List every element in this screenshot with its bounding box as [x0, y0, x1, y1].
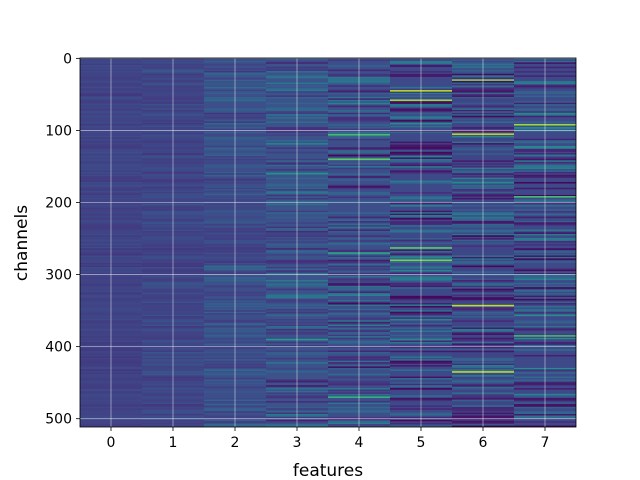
x-tick-label: 6 [479, 435, 488, 451]
y-axis-label: channels [12, 205, 32, 281]
heatmap-plot-area [79, 57, 577, 428]
y-tick-label: 0 [63, 51, 72, 67]
x-tick-label: 7 [541, 435, 550, 451]
x-tick-label: 2 [231, 435, 240, 451]
y-tick-label: 500 [45, 412, 72, 428]
x-tick-label: 3 [293, 435, 302, 451]
y-tick-label: 200 [45, 196, 72, 212]
heatmap-cells [80, 58, 576, 428]
y-tick-label: 300 [45, 268, 72, 284]
x-tick-label: 0 [107, 435, 116, 451]
x-tick-label: 4 [355, 435, 364, 451]
x-axis-label: features [293, 461, 363, 480]
x-axis: 0 1 2 3 4 5 6 7 [107, 427, 550, 451]
plot-frame [79, 57, 577, 428]
y-tick-label: 100 [45, 123, 72, 139]
y-axis: 0 100 200 300 400 500 [45, 51, 80, 428]
y-tick-label: 400 [45, 340, 72, 356]
x-tick-label: 5 [417, 435, 426, 451]
x-tick-label: 1 [169, 435, 178, 451]
